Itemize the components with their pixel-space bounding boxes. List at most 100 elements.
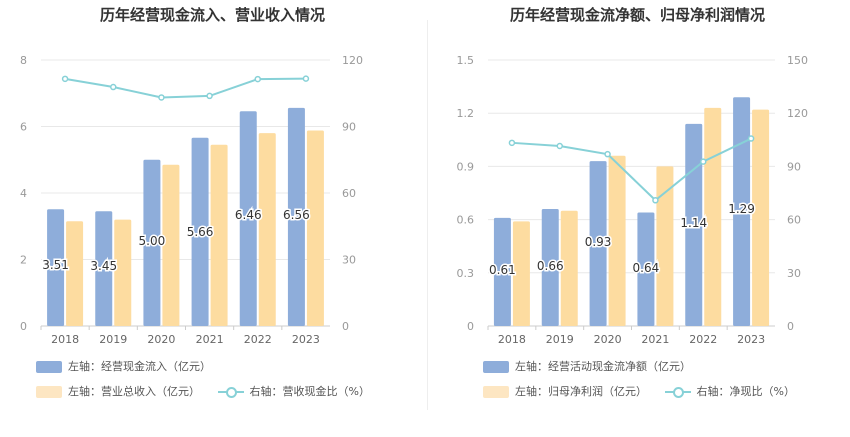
line-point xyxy=(508,139,516,147)
data-label: 0.66 xyxy=(537,259,564,273)
legend-item-bar2[interactable]: 左轴：归母净利润（亿元） xyxy=(483,383,647,399)
y-left-tick-label: 2 xyxy=(20,254,27,267)
x-tick-label: 2020 xyxy=(594,333,622,346)
y-left-tick-label: 0.9 xyxy=(457,160,475,173)
line-point xyxy=(700,158,707,165)
y-right-tick-label: 60 xyxy=(787,214,801,227)
y-right-tick-label: 60 xyxy=(342,187,356,200)
bar-bar-primary xyxy=(589,161,607,326)
legend-item-bar1[interactable]: 左轴：经营活动现金流净额（亿元） xyxy=(483,358,691,374)
legend-row-2: 左轴：归母净利润（亿元） 右轴：净现比（%） xyxy=(483,383,809,399)
bar-bar-primary xyxy=(95,211,113,326)
y-left-tick-label: 0.6 xyxy=(457,214,475,227)
x-tick-label: 2020 xyxy=(147,333,175,346)
line-point xyxy=(158,94,165,101)
bar-secondary xyxy=(210,144,228,326)
x-tick-label: 2021 xyxy=(641,333,669,346)
data-label: 0.93 xyxy=(585,235,612,249)
y-left-tick-label: 0 xyxy=(20,320,27,333)
data-label: 6.46 xyxy=(235,208,262,222)
y-left-tick-label: 1.2 xyxy=(457,107,475,120)
legend-line-icon xyxy=(217,386,244,398)
bar-secondary xyxy=(512,221,530,326)
line-series xyxy=(511,137,752,202)
bar-bar-primary xyxy=(239,111,257,326)
bar-bar-primary xyxy=(191,137,209,326)
legend: 左轴：经营现金流入（亿元） xyxy=(36,358,225,374)
bar-bar-primary xyxy=(47,209,65,326)
x-tick-label: 2018 xyxy=(498,333,526,346)
bar-bar-primary xyxy=(143,159,161,326)
chart-panel-cash-inflow: 历年经营现金流入、营业收入情况 0 2 4 6 8 0 30 60 90 120 2018 3.51 2… xyxy=(20,6,384,399)
chart-net-cash: 0 0.3 0.6 0.9 1.2 1.5 0 30 60 90 120 150 2018 0.61 201… xyxy=(457,54,809,346)
line-point xyxy=(206,92,213,100)
chart-panel-net-cash: 历年经营现金流净额、归母净利润情况 0 0.3 0.6 0.9 1.2 1.5 0 30 60 9… xyxy=(425,0,850,437)
legend-label: 右轴：净现比（%） xyxy=(696,385,795,398)
line-point xyxy=(61,75,69,83)
legend-swatch-icon xyxy=(36,386,62,398)
legend-label: 左轴：经营现金流入（亿元） xyxy=(68,360,211,373)
line-point xyxy=(747,135,755,142)
y-right-tick-label: 30 xyxy=(342,254,356,267)
bar-bar-primary xyxy=(287,107,305,326)
bar-secondary xyxy=(752,109,770,326)
y-left-tick-label: 8 xyxy=(20,54,27,67)
bar-bar-primary xyxy=(541,208,559,326)
bar-secondary xyxy=(114,219,132,326)
legend: 左轴：经营活动现金流净额（亿元） xyxy=(483,358,705,374)
x-tick-label: 2019 xyxy=(546,333,574,346)
panel-divider xyxy=(427,20,428,410)
y-right-tick-label: 0 xyxy=(342,320,349,333)
y-left-tick-label: 1.5 xyxy=(457,54,475,67)
legend-label: 左轴：经营活动现金流净额（亿元） xyxy=(515,360,691,373)
line-point xyxy=(254,75,261,83)
data-label: 5.00 xyxy=(139,234,166,248)
bar-secondary xyxy=(560,210,578,326)
line-point xyxy=(652,197,659,204)
y-right-tick-label: 120 xyxy=(787,107,808,120)
data-label: 3.45 xyxy=(90,259,117,273)
bar-bar-primary xyxy=(637,212,655,326)
line-point xyxy=(302,75,310,82)
x-tick-label: 2023 xyxy=(292,333,320,346)
y-right-tick-label: 150 xyxy=(787,54,808,67)
line-series xyxy=(64,77,306,99)
y-left-tick-label: 4 xyxy=(20,187,27,200)
legend-swatch-icon xyxy=(36,361,62,373)
x-tick-label: 2023 xyxy=(737,333,765,346)
line-point xyxy=(110,83,117,91)
legend-line-icon xyxy=(664,386,691,398)
bar-secondary xyxy=(162,164,180,326)
bar-secondary xyxy=(306,130,324,326)
legend-swatch-icon xyxy=(483,361,509,373)
data-label: 6.56 xyxy=(283,208,310,222)
y-left-tick-label: 0.3 xyxy=(457,267,475,280)
data-label: 1.29 xyxy=(728,202,755,216)
y-left-tick-label: 6 xyxy=(20,121,27,134)
legend-label: 左轴：营业总收入（亿元） xyxy=(68,385,200,398)
bar-bar-primary xyxy=(685,123,703,326)
legend-label: 右轴：营收现金比（%） xyxy=(249,385,370,398)
x-tick-label: 2018 xyxy=(51,333,79,346)
x-tick-label: 2021 xyxy=(196,333,224,346)
line-point xyxy=(604,150,611,158)
bar-secondary xyxy=(258,133,276,326)
legend-item-line[interactable]: 右轴：营收现金比（%） xyxy=(217,383,370,399)
legend-item-line[interactable]: 右轴：净现比（%） xyxy=(664,383,795,399)
legend-label: 左轴：归母净利润（亿元） xyxy=(515,385,647,398)
y-right-tick-label: 90 xyxy=(342,121,356,134)
bar-secondary xyxy=(704,107,722,326)
data-label: 0.64 xyxy=(633,261,660,275)
data-label: 5.66 xyxy=(187,225,214,239)
legend-row-2: 左轴：营业总收入（亿元） 右轴：营收现金比（%） xyxy=(36,383,384,399)
legend-swatch-icon xyxy=(483,386,509,398)
data-label: 0.61 xyxy=(489,263,516,277)
x-tick-label: 2019 xyxy=(99,333,127,346)
chart-cash-inflow: 0 2 4 6 8 0 30 60 90 120 2018 3.51 2019 3.45 2020 5.00 2… xyxy=(20,54,363,346)
y-right-tick-label: 90 xyxy=(787,160,801,173)
y-right-tick-label: 120 xyxy=(342,54,363,67)
chart-title: 历年经营现金流入、营业收入情况 xyxy=(99,6,325,24)
legend-item-bar1[interactable]: 左轴：经营现金流入（亿元） xyxy=(36,358,211,374)
legend-item-bar2[interactable]: 左轴：营业总收入（亿元） xyxy=(36,383,200,399)
x-tick-label: 2022 xyxy=(689,333,717,346)
